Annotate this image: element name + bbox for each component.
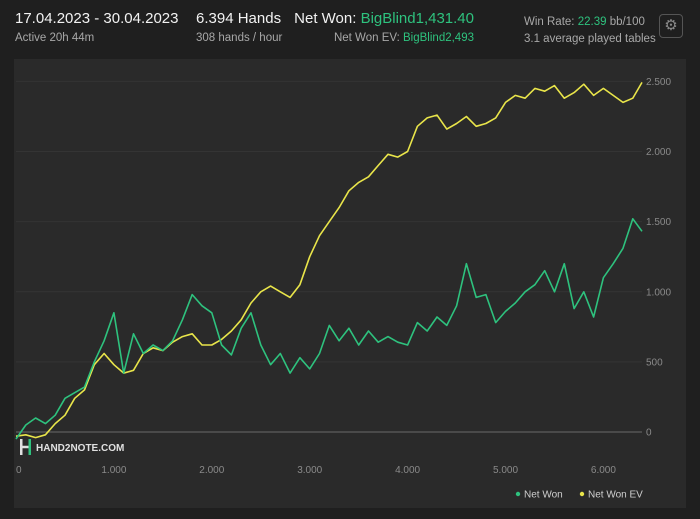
net-won-ev-label: Net Won EV: — [333, 32, 400, 44]
stats-header: 17.04.2023 - 30.04.2023 Active 20h 44m 6… — [0, 0, 700, 56]
net-won-ev-series-line — [15, 81, 643, 439]
y-tick-label: 1.500 — [646, 217, 671, 228]
net-won-value: BigBlind1,431.40 — [360, 10, 474, 27]
y-tick-label: 1.000 — [646, 287, 671, 298]
legend-label[interactable]: Net Won EV — [588, 490, 643, 501]
graph-panel: 0 500 1.000 1.500 2.000 2.500 0 1.000 2.000 3.000… — [14, 59, 686, 508]
net-won-ev-value: BigBlind2,493 — [403, 32, 474, 44]
hand2note-logo: HAND2NOTE.COM — [20, 439, 124, 455]
legend-marker — [579, 491, 585, 497]
x-tick-label: 1.000 — [101, 465, 126, 476]
win-rate-block: Win Rate: 22.39 bb/100 3.1 average playe… — [524, 16, 656, 45]
legend-marker — [515, 491, 521, 497]
logo-text: HAND2NOTE.COM — [36, 443, 124, 454]
win-rate-unit: bb/100 — [609, 16, 645, 28]
axes: 0 500 1.000 1.500 2.000 2.500 0 1.000 2.000 3.000… — [16, 77, 671, 476]
legend: Net Won Net Won EV — [515, 490, 643, 501]
x-tick-label: 6.000 — [591, 465, 616, 476]
hands-block: 6.394 Hands 308 hands / hour — [196, 10, 282, 44]
hands-count: 6.394 Hands — [196, 10, 282, 27]
x-tick-label: 2.000 — [199, 465, 224, 476]
x-tick-label: 5.000 — [493, 465, 518, 476]
date-range-block: 17.04.2023 - 30.04.2023 Active 20h 44m — [15, 10, 178, 44]
net-won-label: Net Won: — [294, 10, 357, 27]
hands-per-hour: 308 hands / hour — [196, 32, 283, 44]
win-rate-value: 22.39 — [577, 16, 607, 28]
gear-icon: ⚙ — [664, 17, 678, 34]
net-won-ev-row: Net Won EV: BigBlind2,493 — [294, 32, 474, 44]
avg-tables: 3.1 average played tables — [524, 33, 656, 45]
date-range: 17.04.2023 - 30.04.2023 — [15, 10, 179, 27]
net-won-series-line — [15, 218, 643, 440]
x-tick-label: 0 — [16, 465, 22, 476]
x-tick-label: 4.000 — [395, 465, 420, 476]
profit-chart: 0 500 1.000 1.500 2.000 2.500 0 1.000 2.000 3.000… — [15, 77, 671, 501]
win-rate-row: Win Rate: 22.39 bb/100 — [524, 16, 656, 28]
series — [15, 81, 643, 440]
logo-bar-right — [28, 439, 31, 455]
active-time: Active 20h 44m — [15, 32, 95, 44]
x-tick-label: 3.000 — [297, 465, 322, 476]
y-tick-label: 0 — [646, 427, 652, 438]
net-won-block: Net Won: BigBlind1,431.40 Net Won EV: Bi… — [294, 10, 474, 44]
y-tick-label: 2.500 — [646, 77, 671, 88]
y-tick-label: 500 — [646, 357, 663, 368]
y-tick-label: 2.000 — [646, 147, 671, 158]
legend-label[interactable]: Net Won — [524, 490, 563, 501]
settings-button[interactable]: ⚙ — [659, 14, 683, 38]
logo-bar-mid — [20, 445, 31, 449]
grid — [16, 80, 642, 433]
net-won-row: Net Won: BigBlind1,431.40 — [294, 10, 474, 27]
win-rate-label: Win Rate: — [524, 16, 575, 28]
